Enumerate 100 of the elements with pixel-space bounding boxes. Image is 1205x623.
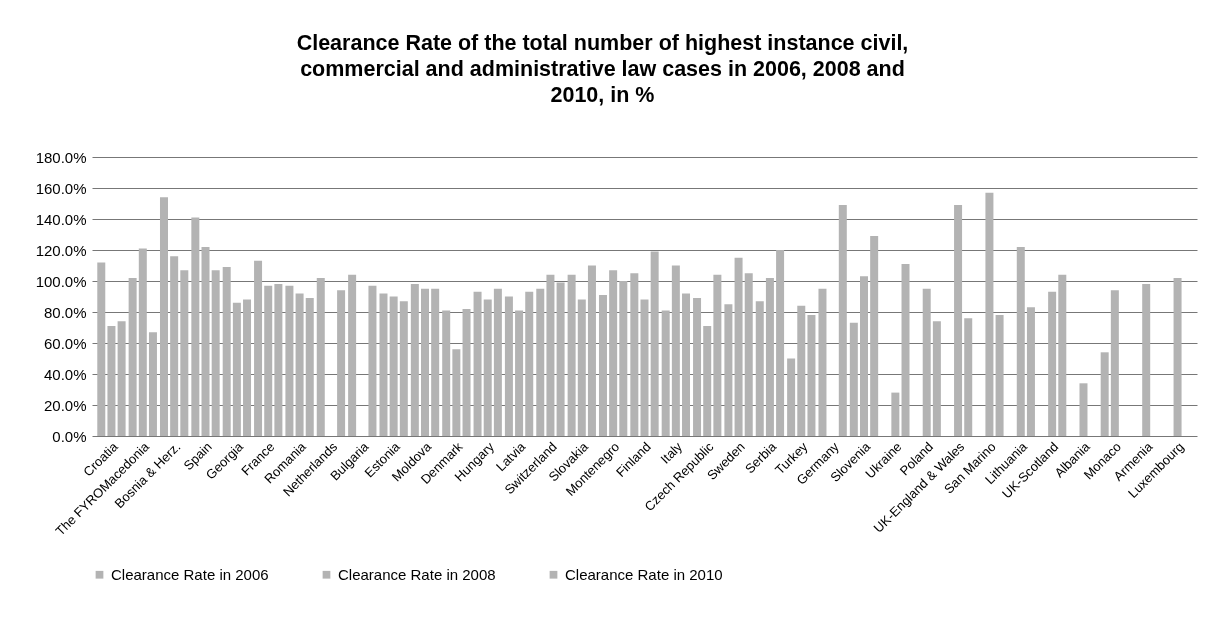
bar — [995, 315, 1004, 436]
bar — [379, 293, 388, 436]
bar — [849, 322, 858, 436]
bar — [619, 281, 628, 436]
y-tick-label: 40.0% — [43, 365, 87, 383]
legend-label: Clearance Rate in 2008 — [338, 565, 496, 583]
bar — [1058, 274, 1067, 436]
bar — [107, 325, 116, 436]
legend-label: Clearance Rate in 2006 — [111, 565, 269, 583]
bar — [264, 285, 273, 436]
bar — [462, 308, 471, 436]
bar — [577, 299, 586, 436]
bar — [431, 288, 440, 436]
bar — [148, 332, 157, 436]
bar — [515, 310, 524, 436]
bar — [399, 301, 408, 436]
bar — [1026, 307, 1035, 436]
bar — [838, 205, 847, 436]
bar — [180, 270, 189, 436]
bar — [525, 291, 534, 436]
legend-label: Clearance Rate in 2010 — [565, 565, 723, 583]
bar — [97, 262, 106, 436]
bar — [285, 285, 294, 436]
bar — [650, 251, 659, 436]
bar — [693, 298, 702, 436]
bar — [295, 293, 304, 436]
bar — [316, 277, 325, 436]
bar — [682, 293, 691, 436]
bar — [567, 274, 576, 436]
bar — [452, 349, 461, 436]
bar — [932, 321, 941, 436]
bar — [1048, 291, 1057, 436]
chart-title: Clearance Rate of the total number of highest instance civil, commercial and administrative law cases in 2006, 2008 and 2010, in % — [295, 30, 910, 109]
bar — [546, 274, 555, 436]
bar — [807, 315, 816, 436]
bar — [1100, 352, 1109, 436]
y-tick-label: 180.0% — [35, 148, 87, 166]
bar — [201, 246, 210, 436]
bar — [640, 299, 649, 436]
bar — [734, 257, 743, 436]
bar — [368, 285, 377, 436]
bar — [870, 236, 879, 436]
bar — [891, 392, 900, 436]
bar — [483, 299, 492, 436]
bar — [138, 248, 147, 436]
bar — [337, 290, 346, 436]
bar — [1173, 277, 1182, 436]
bar — [776, 250, 785, 436]
bar — [493, 288, 502, 436]
bar — [609, 270, 618, 436]
bar — [159, 197, 168, 436]
bar — [473, 291, 482, 436]
bar — [1110, 290, 1119, 436]
bar — [128, 277, 137, 436]
bar — [922, 288, 931, 436]
y-tick-label: 100.0% — [35, 272, 87, 290]
y-tick-label: 0.0% — [52, 427, 87, 445]
bar — [254, 260, 263, 436]
bar — [964, 318, 973, 436]
bar — [724, 304, 733, 436]
bar — [755, 301, 764, 436]
bar — [598, 294, 607, 436]
bar — [985, 192, 994, 436]
bar — [859, 276, 868, 436]
bar — [787, 358, 796, 436]
bar — [170, 256, 179, 436]
bar — [243, 299, 252, 436]
y-tick-label: 120.0% — [35, 241, 87, 259]
bar — [536, 288, 545, 436]
bar — [1142, 284, 1151, 436]
bar — [211, 270, 220, 436]
bar — [587, 265, 596, 436]
bar — [274, 284, 283, 436]
bar — [232, 302, 241, 436]
bar — [765, 277, 774, 436]
y-tick-label: 80.0% — [43, 303, 87, 321]
bar — [901, 263, 910, 436]
bar — [630, 273, 639, 436]
bar — [671, 265, 680, 436]
bar — [661, 310, 670, 436]
bar — [442, 310, 451, 436]
bar — [703, 325, 712, 436]
y-tick-label: 160.0% — [35, 179, 87, 197]
bar — [744, 273, 753, 436]
bar — [818, 288, 827, 436]
bar — [954, 205, 963, 436]
bar — [117, 321, 126, 436]
bar — [504, 296, 513, 436]
bar — [556, 282, 565, 436]
bar — [410, 284, 419, 436]
bar — [305, 298, 314, 436]
y-tick-label: 140.0% — [35, 210, 87, 228]
bar — [797, 305, 806, 436]
bar — [1016, 246, 1025, 436]
bar — [222, 267, 231, 436]
bar — [421, 288, 430, 436]
bar — [1079, 383, 1088, 436]
bar — [713, 274, 722, 436]
bar — [348, 274, 357, 436]
bar — [191, 217, 200, 436]
